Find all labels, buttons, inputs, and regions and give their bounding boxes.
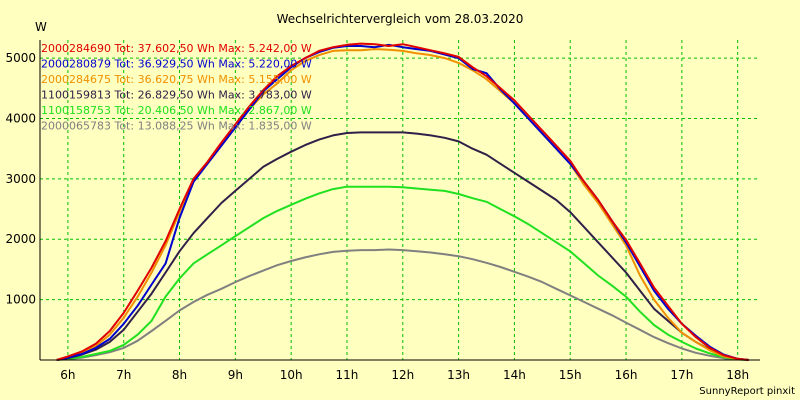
- x-tick-label: 18h: [726, 368, 749, 382]
- x-tick-label: 17h: [670, 368, 693, 382]
- y-tick-label: 5000: [5, 51, 36, 65]
- x-tick-label: 16h: [615, 368, 638, 382]
- x-tick-label: 9h: [228, 368, 243, 382]
- legend-entry-2000284690: 2000284690 Tot: 37.602,50 Wh Max: 5.242,…: [41, 42, 312, 55]
- x-tick-label: 6h: [60, 368, 75, 382]
- x-tick-label: 7h: [116, 368, 131, 382]
- series-lines: [56, 42, 749, 361]
- x-tick-label: 12h: [391, 368, 414, 382]
- legend-entry-1100159813: 1100159813 Tot: 26.829,50 Wh Max: 3.783,…: [41, 89, 312, 102]
- legend-entry-2000065783: 2000065783 Tot: 13.088,25 Wh Max: 1.835,…: [41, 120, 312, 133]
- y-tick-label: 3000: [5, 172, 36, 186]
- y-tick-label: 4000: [5, 111, 36, 125]
- y-axis-label: W: [35, 20, 47, 34]
- series-line-2000065783: [56, 248, 749, 361]
- x-tick-label: 10h: [280, 368, 303, 382]
- x-tick-label: 15h: [559, 368, 582, 382]
- series-line-2000284690: [56, 42, 749, 361]
- series-line-2000280879: [56, 43, 749, 361]
- chart-title: Wechselrichtervergleich vom 28.03.2020: [277, 12, 524, 26]
- series-line-2000284675: [56, 48, 749, 361]
- axes: [39, 40, 760, 361]
- footer-credit: SunnyReport pinxit: [699, 386, 795, 397]
- x-tick-label: 14h: [503, 368, 526, 382]
- y-tick-label: 2000: [5, 232, 36, 246]
- series-line-1100158753: [56, 185, 749, 361]
- legend: 2000284690 Tot: 37.602,50 Wh Max: 5.242,…: [41, 42, 312, 133]
- x-tick-labels: 6h 7h 8h 9h 10h 11h 12h 13h 14h 15h 16h 17h 18h: [60, 368, 749, 382]
- grid: [40, 40, 760, 360]
- x-tick-label: 13h: [447, 368, 470, 382]
- y-tick-labels: 1000 2000 3000 4000 5000: [5, 51, 36, 307]
- x-tick-label: 8h: [172, 368, 187, 382]
- legend-entry-2000280879: 2000280879 Tot: 36.929,50 Wh Max: 5.220,…: [41, 58, 312, 71]
- series-line-1100159813: [56, 131, 749, 361]
- legend-entry-1100158753: 1100158753 Tot: 20.406,50 Wh Max: 2.867,…: [41, 104, 312, 117]
- legend-entry-2000284675: 2000284675 Tot: 36.620,75 Wh Max: 5.155,…: [41, 73, 312, 86]
- y-tick-label: 1000: [5, 293, 36, 307]
- x-tick-label: 11h: [336, 368, 359, 382]
